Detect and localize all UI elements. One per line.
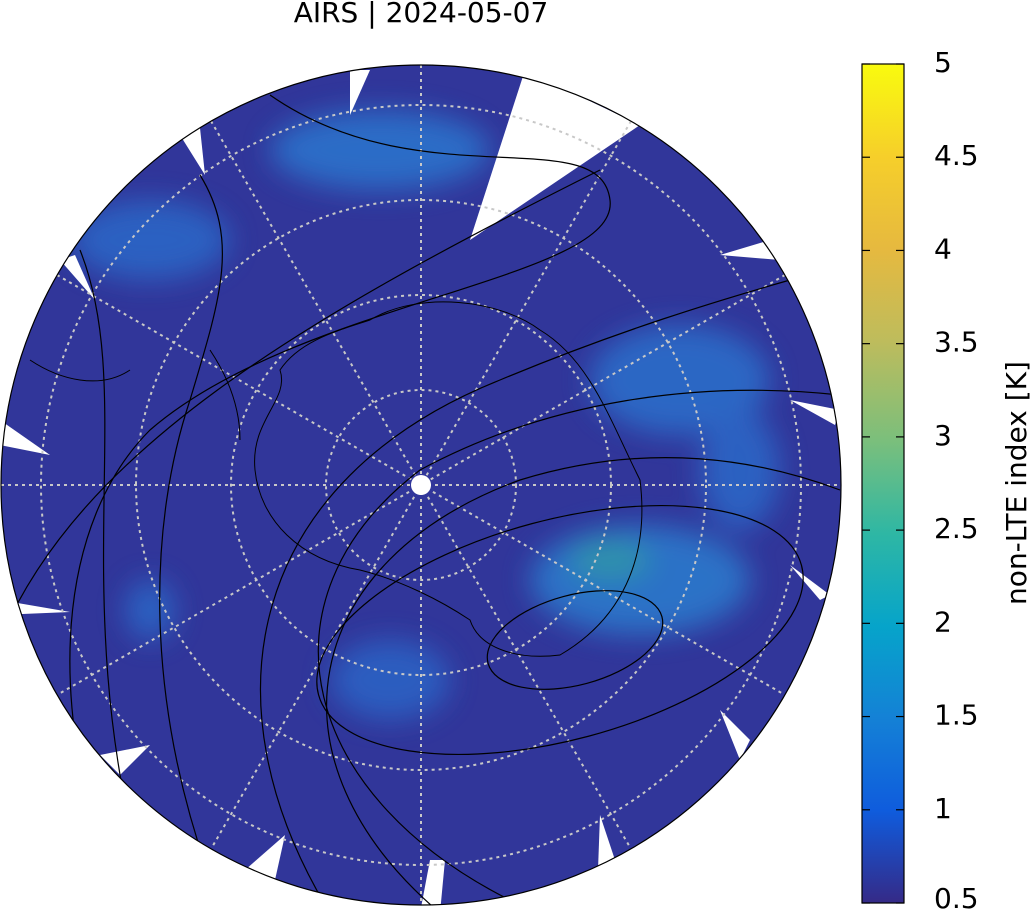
colorbar xyxy=(861,63,905,904)
polar-map xyxy=(1,65,841,905)
colorbar-tick-label: 2 xyxy=(934,605,952,638)
colorbar-tick-label: 3 xyxy=(934,419,952,452)
colorbar-tick-label: 2.5 xyxy=(934,512,979,545)
map-title: AIRS | 2024-05-07 xyxy=(294,0,549,29)
colorbar-label: non-LTE index [K] xyxy=(1000,361,1032,605)
colorbar-tick-label: 3.5 xyxy=(934,326,979,359)
colorbar-tick-label: 0.5 xyxy=(934,882,979,913)
colorbar-tick-label: 1 xyxy=(934,792,952,825)
map-border xyxy=(0,64,842,906)
colorbar-tick-label: 4.5 xyxy=(934,139,979,172)
colorbar-tick-label: 5 xyxy=(934,46,952,79)
colorbar-tick-label: 1.5 xyxy=(934,699,979,732)
colorbar-tick-label: 4 xyxy=(934,232,952,265)
